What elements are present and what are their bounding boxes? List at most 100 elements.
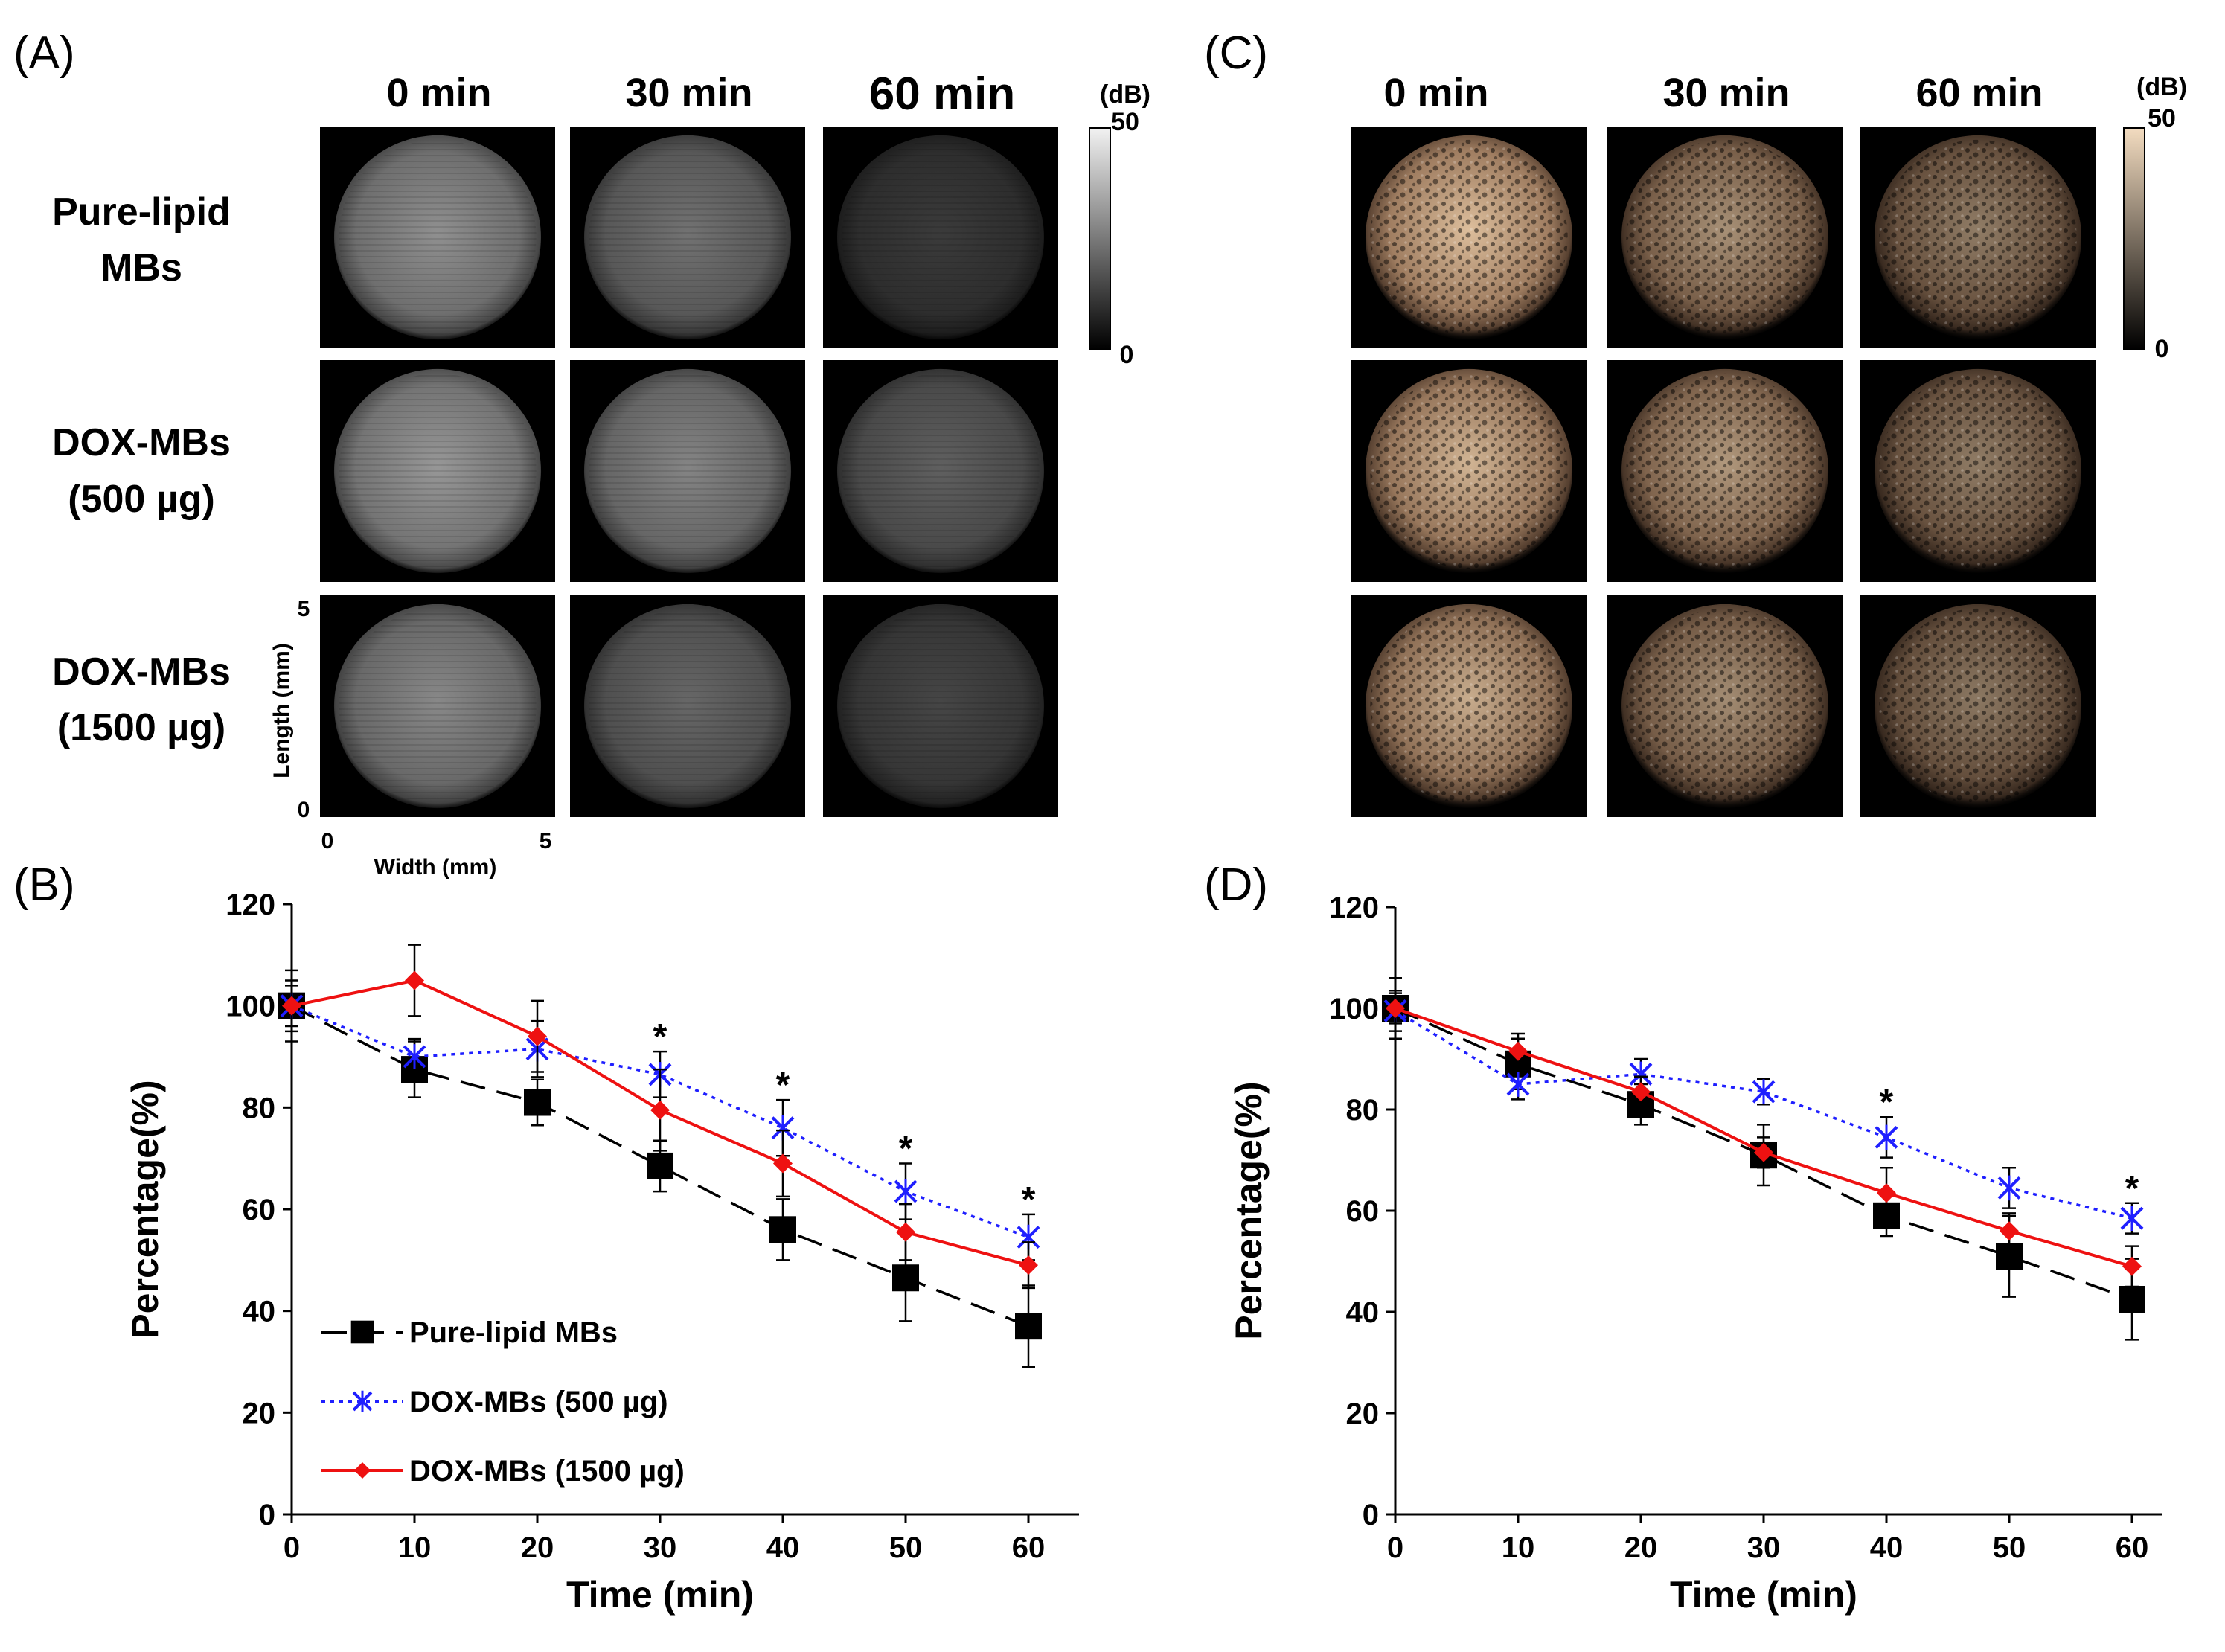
header-c-0min: 0 min [1383, 71, 1488, 115]
chart-d-point [1631, 1082, 1651, 1102]
scale-x-right: 5 [540, 829, 552, 854]
image-a-r3-c1 [320, 595, 555, 817]
row-label-2-line1: DOX-MBs [52, 421, 231, 464]
image-c-r3-c1 [1351, 595, 1587, 817]
chart-b-ytick-label: 60 [243, 1194, 276, 1226]
chart-d-xtick-label: 0 [1387, 1531, 1403, 1564]
chart-d-series-2 [1386, 992, 2142, 1288]
chart-b-xtick-label: 30 [644, 1531, 677, 1564]
chart-d-x-title: Time (min) [1670, 1574, 1857, 1616]
chart-d-point [2000, 1221, 2019, 1241]
colorbar-a-gradient [1089, 127, 1111, 350]
chart-b-point [282, 996, 301, 1016]
chart-d-ytick-label: 100 [1329, 993, 1379, 1025]
chart-b-legend-marker [352, 1390, 373, 1412]
colorbar-a-unit: (dB) [1100, 80, 1150, 109]
row-label-2-line2: (500 µg) [68, 478, 215, 521]
scale-x-left: 0 [321, 829, 334, 854]
chart-b-legend: Pure-lipid MBs DOX-MBs (500 µg) DOX-MBs (1… [321, 1316, 685, 1488]
chart-b-point [773, 1153, 793, 1174]
chart-d-point [1752, 1079, 1776, 1104]
chart-b-point [896, 1222, 915, 1242]
header-a-30min: 30 min [625, 71, 752, 115]
chart-b-legend-label: Pure-lipid MBs [409, 1316, 618, 1349]
image-c-r2-c1 [1351, 360, 1587, 582]
image-c-r2-c2 [1607, 360, 1843, 582]
colorbar-c-max: 50 [2148, 104, 2176, 132]
chart-b-xtick-label: 0 [284, 1531, 300, 1564]
header-a-60min: 60 min [869, 68, 1015, 120]
chart-b-significance-star: * [776, 1066, 790, 1105]
chart-d-point [1508, 1041, 1528, 1061]
image-a-r2-c3 [823, 360, 1058, 582]
image-c-r1-c1 [1351, 127, 1587, 348]
chart-d-xtick-label: 10 [1502, 1531, 1535, 1564]
scale-length-label: Length (mm) [269, 643, 294, 778]
chart-b-significance-star: * [653, 1017, 668, 1057]
chart-b-xtick-label: 20 [521, 1531, 554, 1564]
row-label-1-line2: MBs [100, 246, 182, 289]
chart-b-point [528, 1026, 547, 1046]
chart-d-point [2120, 1206, 2144, 1231]
chart-b-point [894, 1179, 918, 1204]
chart-d-xtick-label: 50 [1993, 1531, 2026, 1564]
chart-d-ytick-label: 0 [1363, 1499, 1379, 1531]
ultrasound-grid-a [320, 127, 1058, 817]
chart-b-point [405, 970, 424, 990]
chart-b-point [647, 1152, 673, 1179]
image-c-r1-c2 [1607, 127, 1843, 348]
image-a-r2-c2 [570, 360, 805, 582]
chart-d-ytick-label: 60 [1346, 1195, 1380, 1228]
chart-d-point [1386, 999, 1405, 1018]
row-label-3-line2: (1500 µg) [57, 706, 225, 749]
chart-d-significance-star: * [1880, 1083, 1894, 1122]
image-c-r1-c3 [1860, 127, 2096, 348]
chart-d-series-1 [1383, 989, 2144, 1235]
panel-label-c: (C) [1204, 28, 1268, 79]
chart-b-ytick-label: 80 [243, 1092, 276, 1124]
chart-d-ytick-label: 20 [1346, 1398, 1380, 1430]
image-c-r3-c2 [1607, 595, 1843, 817]
row-label-1-line1: Pure-lipid [52, 191, 231, 234]
chart-d-xtick-label: 30 [1747, 1531, 1781, 1564]
chart-b-significance-star: * [899, 1130, 913, 1169]
scale-y-top: 5 [298, 597, 310, 621]
chart-d-ytick-label: 80 [1346, 1094, 1380, 1127]
colorbar-c-min: 0 [2155, 335, 2169, 363]
panel-label-b: (B) [13, 859, 75, 911]
image-a-r1-c2 [570, 127, 805, 348]
chart-d-point [2122, 1256, 2142, 1276]
chart-d-point [1997, 1175, 2021, 1201]
chart-b-x-title: Time (min) [566, 1574, 754, 1616]
chart-b-point [769, 1216, 796, 1243]
chart-b: 0 20 40 60 80 100 120 0 10 20 30 40 50 60 Time (min) Pe… [124, 889, 1079, 1616]
chart-b-y-title: Percentage(%) [124, 1080, 166, 1338]
colorbar-a: (dB) 50 0 [1089, 80, 1150, 369]
chart-b-legend-marker [353, 1461, 371, 1479]
chart-d-significance-star: * [2125, 1169, 2139, 1208]
chart-b-ytick-label: 100 [225, 990, 275, 1023]
image-a-r1-c3 [823, 127, 1058, 348]
chart-d-xtick-label: 60 [2116, 1531, 2149, 1564]
chart-b-ytick-label: 0 [259, 1499, 275, 1531]
chart-b-ytick-label: 120 [225, 889, 275, 921]
image-c-r2-c3 [1860, 360, 2096, 582]
colorbar-c-unit: (dB) [2136, 73, 2187, 101]
image-a-r3-c2 [570, 595, 805, 817]
header-c-30min: 30 min [1662, 71, 1790, 115]
panel-label-d: (D) [1204, 859, 1268, 911]
chart-b-xtick-label: 10 [398, 1531, 432, 1564]
chart-d-point [1506, 1072, 1530, 1097]
chart-b-point [1019, 1255, 1038, 1275]
chart-d-point [1877, 1183, 1896, 1203]
chart-b-point [524, 1089, 551, 1116]
image-a-r2-c1 [320, 360, 555, 582]
image-a-r3-c3 [823, 595, 1058, 817]
colorbar-a-min: 0 [1120, 341, 1134, 369]
chart-b-point [892, 1264, 919, 1292]
colorbar-c-gradient [2123, 127, 2145, 350]
chart-d-y-title: Percentage(%) [1228, 1081, 1270, 1339]
header-a-0min: 0 min [386, 71, 491, 115]
chart-d-series-line [1395, 1009, 2133, 1220]
